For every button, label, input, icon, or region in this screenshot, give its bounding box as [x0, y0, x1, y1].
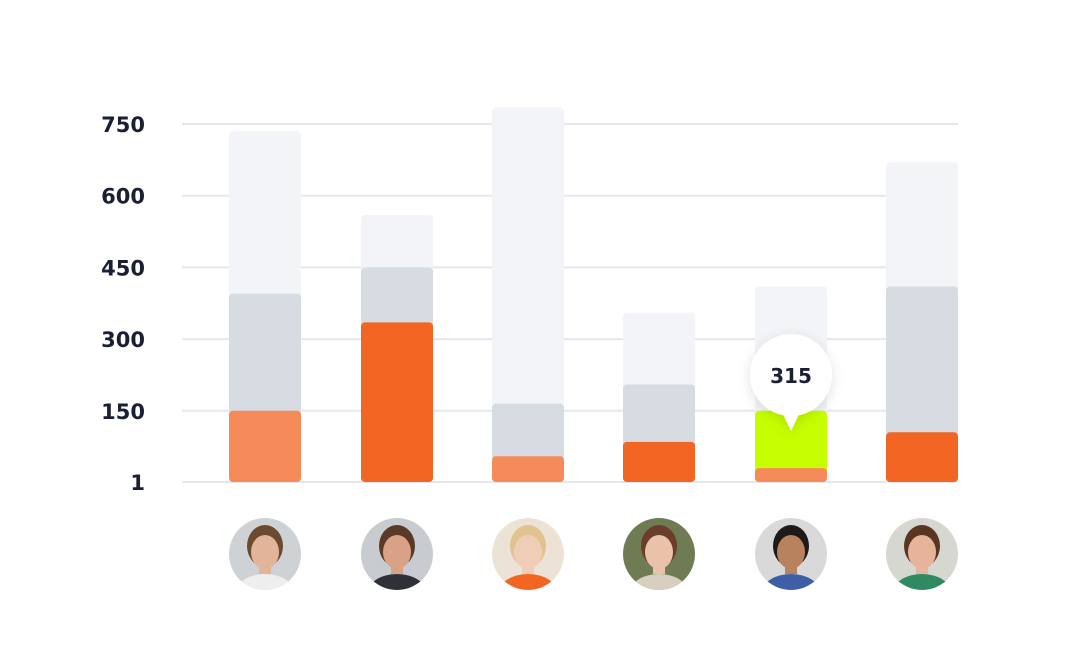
grid-lines — [182, 123, 958, 483]
avatar-face — [514, 535, 542, 569]
tooltip-value: 315 — [770, 364, 812, 388]
avatar-shirt — [498, 574, 558, 590]
tooltip-bubble — [750, 334, 832, 431]
value-tooltip: 315 — [750, 334, 832, 431]
avatar — [623, 518, 695, 590]
avatar-shirt — [629, 574, 689, 590]
avatar-face — [645, 535, 673, 569]
avatar-face — [908, 535, 936, 569]
bars — [229, 107, 958, 482]
bar-value-segment — [361, 322, 433, 482]
avatar-face — [251, 535, 279, 569]
y-tick-label: 1 — [130, 471, 145, 495]
bar-group — [623, 312, 695, 482]
y-axis-tick-labels: 1 150 300 450 600 750 — [101, 113, 145, 495]
avatar — [492, 518, 564, 590]
y-tick-label: 450 — [101, 256, 145, 280]
bar-value-segment — [492, 456, 564, 482]
bar-group — [229, 131, 301, 482]
bar-value-segment — [229, 410, 301, 482]
bar-highlight-segment — [755, 410, 827, 482]
bar-total-segment — [492, 107, 564, 482]
y-tick-label: 750 — [101, 113, 145, 137]
avatar — [886, 518, 958, 590]
avatar-face — [777, 535, 805, 569]
bar-value-segment — [623, 441, 695, 482]
avatar — [229, 518, 301, 590]
avatar-shirt — [761, 574, 821, 590]
avatar-shirt — [235, 574, 295, 590]
y-tick-label: 300 — [101, 328, 145, 352]
avatar-face — [383, 535, 411, 569]
avatar-shirt — [892, 574, 952, 590]
bar-group — [361, 214, 433, 482]
avatar-shirt — [367, 574, 427, 590]
bar-value-segment — [755, 468, 827, 482]
y-tick-label: 600 — [101, 185, 145, 209]
bar-value-segment — [886, 432, 958, 482]
bar-group — [886, 162, 958, 482]
bar-group — [492, 107, 564, 482]
avatar — [361, 518, 433, 590]
y-tick-label: 150 — [101, 400, 145, 424]
avatar — [755, 518, 827, 590]
avatars — [229, 518, 958, 590]
tooltip-circle — [750, 334, 832, 416]
